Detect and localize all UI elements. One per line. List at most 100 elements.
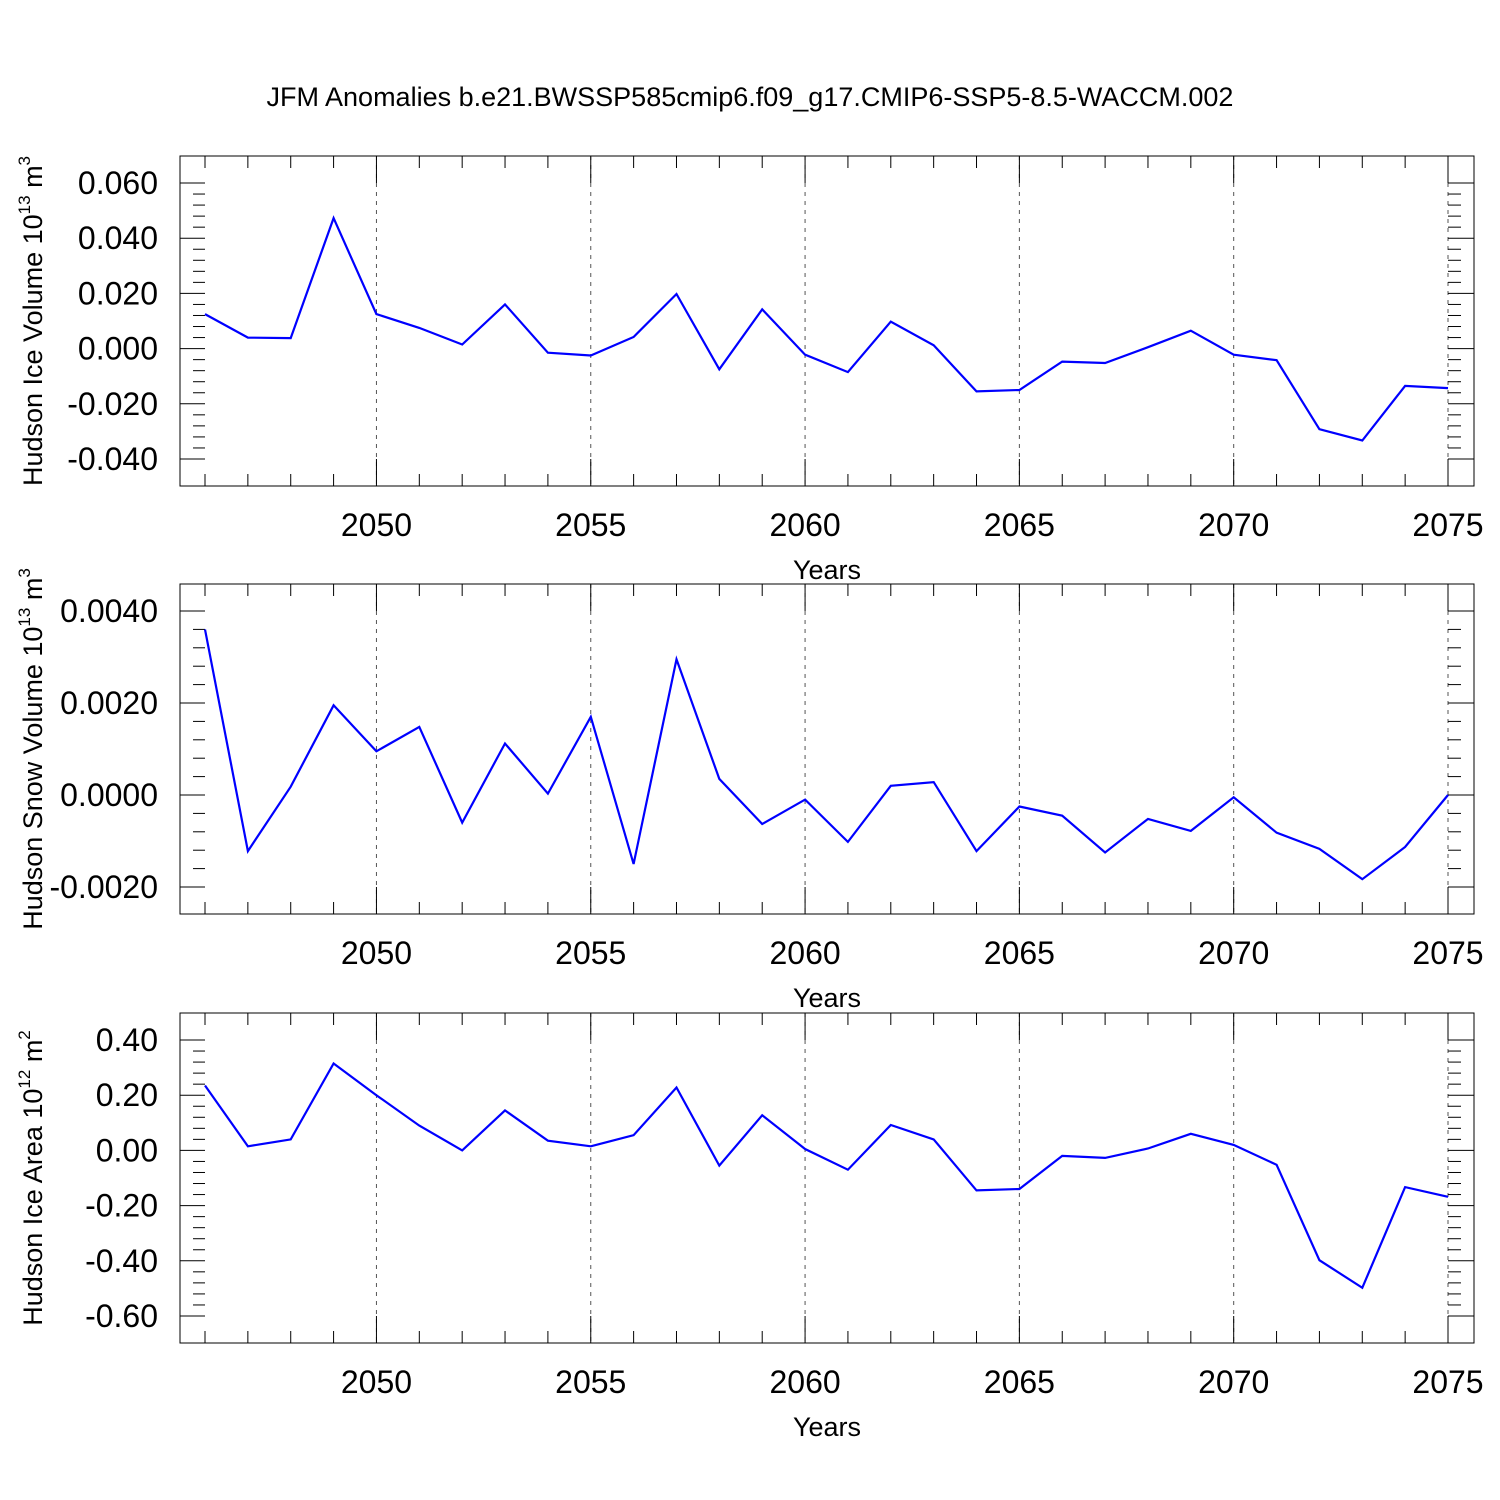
data-point — [889, 320, 893, 324]
data-point — [589, 715, 593, 719]
data-point — [1146, 1146, 1150, 1150]
panel-ice-area: 0.40 0.20 0.00 -0.20 -0.40 -0.60 2050 2055 2060 2… — [15, 1012, 1484, 1442]
data-point — [589, 1144, 593, 1148]
data-point — [1189, 329, 1193, 333]
data-point — [246, 849, 250, 853]
data-point — [546, 792, 550, 796]
data-point — [546, 351, 550, 355]
y-axis-label: Hudson Snow Volume 1013 m3 — [15, 568, 48, 930]
x-tick-label: 2055 — [555, 1364, 626, 1400]
data-point — [803, 1147, 807, 1151]
x-tick-label: 2060 — [769, 935, 840, 971]
x-tick-label: 2060 — [769, 507, 840, 543]
data-point — [203, 1084, 207, 1088]
data-point — [589, 354, 593, 358]
data-point — [1360, 1286, 1364, 1290]
x-tick-label: 2050 — [341, 507, 412, 543]
x-tick-label: 2065 — [984, 1364, 1055, 1400]
y-tick-label: 0.40 — [96, 1022, 158, 1058]
x-tick-label: 2075 — [1412, 507, 1483, 543]
y-axis-label: Hudson Ice Volume 1013 m3 — [15, 156, 48, 486]
data-point — [674, 657, 678, 661]
y-tick-label: 0.0020 — [60, 685, 158, 721]
data-point — [717, 1164, 721, 1168]
y-tick-label: 0.060 — [78, 165, 158, 201]
data-point — [632, 335, 636, 339]
y-tick-label: -0.0020 — [49, 869, 158, 905]
data-point — [1360, 877, 1364, 881]
data-point — [760, 1113, 764, 1117]
x-axis-label: Years — [793, 1412, 861, 1442]
data-point — [417, 326, 421, 330]
data-point — [417, 725, 421, 729]
data-point — [1446, 1195, 1450, 1199]
data-point — [374, 1093, 378, 1097]
data-point — [503, 741, 507, 745]
y-tick-label: -0.020 — [67, 386, 158, 422]
data-point — [546, 1139, 550, 1143]
data-point — [674, 292, 678, 296]
figure-title: JFM Anomalies b.e21.BWSSP585cmip6.f09_g1… — [266, 82, 1234, 112]
x-tick-label: 2070 — [1198, 1364, 1269, 1400]
data-point — [1446, 386, 1450, 390]
data-point — [460, 1148, 464, 1152]
data-point — [1232, 353, 1236, 357]
data-point — [1017, 805, 1021, 809]
x-tick-label: 2070 — [1198, 507, 1269, 543]
x-tick-label: 2055 — [555, 507, 626, 543]
plot-frame — [179, 155, 1475, 487]
y-tick-label: 0.00 — [96, 1132, 158, 1168]
y-axis-label: Hudson Ice Area 1012 m2 — [15, 1030, 48, 1326]
data-point — [1017, 1187, 1021, 1191]
data-point — [932, 343, 936, 347]
series-line — [204, 215, 1449, 442]
data-point — [1189, 1132, 1193, 1136]
data-point — [374, 312, 378, 316]
y-tick-label: -0.20 — [85, 1188, 158, 1224]
data-point — [932, 1137, 936, 1141]
series-line — [204, 1061, 1449, 1290]
panel-snow-volume: 0.0040 0.0020 0.0000 -0.0020 2050 2055 2060 206… — [15, 568, 1484, 1013]
data-point — [1017, 388, 1021, 392]
data-point — [246, 336, 250, 340]
y-tick-label: 0.0000 — [60, 777, 158, 813]
panel-ice-volume: 0.060 0.040 0.020 0.000 -0.020 -0.040 2050 2055… — [15, 155, 1484, 585]
data-point — [1060, 814, 1064, 818]
x-tick-label: 2075 — [1412, 935, 1483, 971]
x-tick-label: 2050 — [341, 935, 412, 971]
data-point — [1317, 847, 1321, 851]
data-point — [460, 342, 464, 346]
data-point — [1189, 829, 1193, 833]
data-point — [975, 849, 979, 853]
data-point — [203, 312, 207, 316]
data-point — [503, 302, 507, 306]
data-point — [460, 821, 464, 825]
data-point — [1360, 439, 1364, 443]
plot-frame — [179, 1012, 1475, 1344]
y-tick-label: 0.20 — [96, 1077, 158, 1113]
data-point — [1275, 1163, 1279, 1167]
y-tick-label: 0.0040 — [60, 593, 158, 629]
data-point — [1317, 1258, 1321, 1262]
x-tick-label: 2065 — [984, 935, 1055, 971]
y-tick-label: -0.40 — [85, 1243, 158, 1279]
data-point — [760, 307, 764, 311]
data-point — [203, 627, 207, 631]
data-point — [932, 780, 936, 784]
data-point — [1103, 851, 1107, 855]
x-tick-label: 2050 — [341, 1364, 412, 1400]
data-point — [760, 822, 764, 826]
data-point — [632, 1133, 636, 1137]
data-point — [289, 336, 293, 340]
data-point — [503, 1108, 507, 1112]
y-tick-label: 0.040 — [78, 220, 158, 256]
data-point — [332, 1061, 336, 1065]
series-line — [203, 629, 1449, 881]
y-tick-label: -0.60 — [85, 1298, 158, 1334]
data-point — [1275, 358, 1279, 362]
data-point — [717, 367, 721, 371]
data-point — [846, 370, 850, 374]
data-point — [1446, 793, 1450, 797]
x-tick-label: 2060 — [769, 1364, 840, 1400]
